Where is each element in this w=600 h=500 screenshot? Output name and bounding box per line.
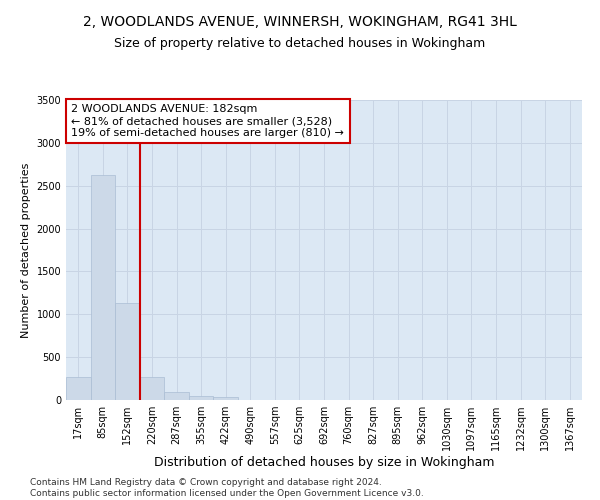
Bar [140, 377, 164, 400]
Text: 2, WOODLANDS AVENUE, WINNERSH, WOKINGHAM, RG41 3HL: 2, WOODLANDS AVENUE, WINNERSH, WOKINGHAM… [83, 15, 517, 29]
Bar [189, 396, 214, 400]
Bar [91, 176, 115, 400]
Bar [115, 303, 140, 400]
Text: Contains HM Land Registry data © Crown copyright and database right 2024.
Contai: Contains HM Land Registry data © Crown c… [30, 478, 424, 498]
Bar [214, 398, 238, 400]
Y-axis label: Number of detached properties: Number of detached properties [21, 162, 31, 338]
Bar [164, 392, 189, 400]
Text: 2 WOODLANDS AVENUE: 182sqm
← 81% of detached houses are smaller (3,528)
19% of s: 2 WOODLANDS AVENUE: 182sqm ← 81% of deta… [71, 104, 344, 138]
Text: Size of property relative to detached houses in Wokingham: Size of property relative to detached ho… [115, 38, 485, 51]
Bar [66, 377, 91, 400]
X-axis label: Distribution of detached houses by size in Wokingham: Distribution of detached houses by size … [154, 456, 494, 469]
